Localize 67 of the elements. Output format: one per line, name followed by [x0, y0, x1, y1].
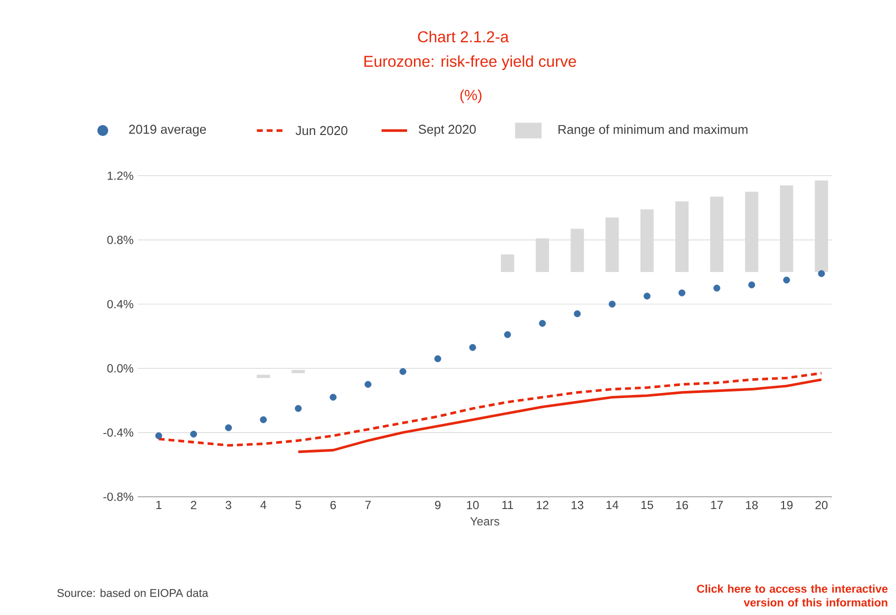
x-tick-label: 15 — [641, 501, 654, 510]
legend-label: Range of minimum and maximum — [558, 124, 748, 137]
point — [225, 424, 232, 432]
y-tick-label: -0.4% — [103, 428, 134, 437]
bar — [780, 186, 794, 272]
x-tick-label: 18 — [746, 501, 758, 510]
bar — [745, 192, 758, 272]
point — [504, 331, 511, 338]
bar — [536, 238, 550, 272]
point — [608, 300, 616, 308]
point — [469, 344, 476, 352]
bar — [256, 374, 270, 378]
point — [644, 292, 650, 300]
bar — [570, 228, 584, 272]
bar — [640, 210, 654, 272]
y-tick-label: 0.8% — [107, 236, 134, 244]
point — [678, 290, 686, 297]
point — [155, 432, 162, 440]
x-tick-label: 4 — [260, 501, 266, 510]
point — [260, 416, 267, 424]
text: (%) — [460, 90, 482, 104]
y-tick-label: -0.8% — [103, 492, 134, 502]
x-tick-label: 16 — [676, 501, 688, 510]
x-tick-label: 10 — [467, 501, 479, 510]
bar — [500, 254, 514, 272]
bar — [814, 180, 828, 272]
x-tick-label: 20 — [816, 501, 828, 510]
x-tick-label: 9 — [435, 501, 440, 510]
text: Click here to access the interactive version of this information — [697, 584, 888, 607]
y-tick-label: 1.2% — [108, 172, 134, 180]
x-tick-label: 11 — [502, 501, 514, 510]
point — [748, 282, 756, 289]
x-tick-label: 5 — [295, 501, 302, 510]
bar — [675, 202, 689, 272]
chart-title: Chart 2.1.2-a — [418, 31, 509, 43]
x-tick-label: 7 — [365, 501, 371, 510]
point — [330, 394, 337, 401]
point — [364, 381, 372, 388]
point — [783, 276, 790, 284]
x-tick-label: 1 — [156, 501, 162, 510]
point — [294, 405, 302, 412]
point — [538, 320, 546, 328]
point — [399, 368, 406, 376]
x-tick-label: 6 — [330, 501, 336, 510]
y-tick-label: 0.0% — [107, 364, 134, 373]
x-axis-title: Years — [470, 517, 500, 526]
legend-label: Sept 2020 — [418, 125, 476, 137]
y-tick-label: 0.4% — [107, 300, 134, 309]
legend-label: Jun 2020 — [296, 126, 348, 136]
bar — [710, 196, 724, 272]
point — [190, 430, 198, 438]
bar — [292, 370, 305, 374]
point — [574, 310, 581, 318]
x-tick-label: 12 — [536, 501, 548, 510]
chart-subtitle: Eurozone: risk-free yield curve — [364, 56, 576, 70]
x-tick-label: 3 — [226, 501, 232, 510]
source-note: Source: based on EIOPA data — [57, 588, 208, 598]
legend-label: 2019 average — [129, 125, 206, 137]
point — [434, 355, 442, 362]
point — [818, 270, 825, 278]
x-tick-label: 14 — [606, 501, 618, 510]
x-tick-label: 19 — [780, 501, 793, 510]
x-tick-label: 2 — [190, 501, 196, 510]
point — [713, 284, 720, 292]
bar — [606, 218, 619, 272]
x-tick-label: 13 — [572, 501, 584, 510]
x-tick-label: 17 — [711, 501, 723, 510]
